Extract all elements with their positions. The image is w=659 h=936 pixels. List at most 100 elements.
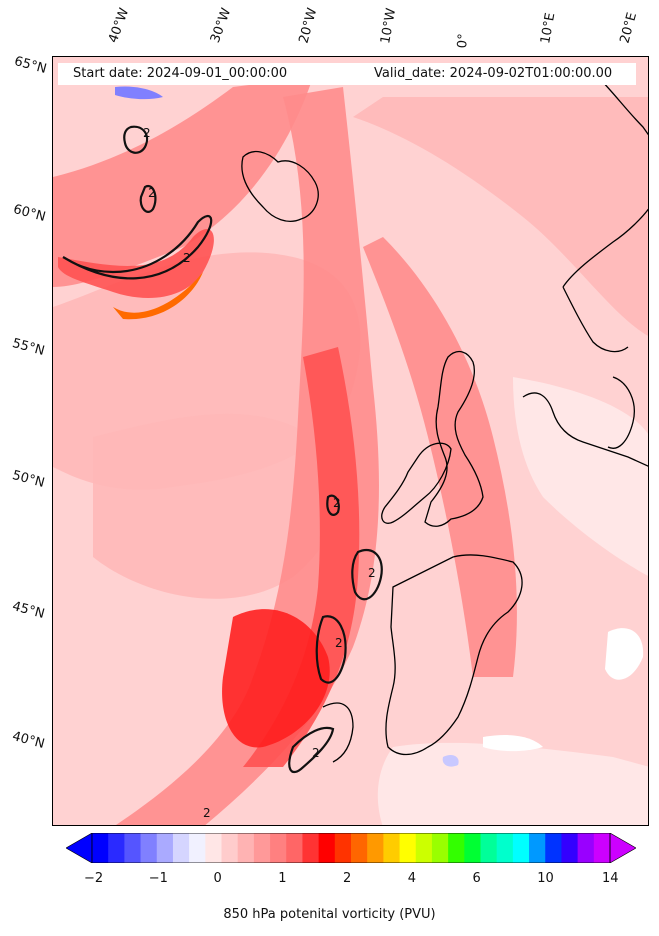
iceland-coast [241,150,319,222]
pv2-contour-label-4: 2 [368,566,376,580]
pv-region-white-patch-south [483,735,543,752]
pv-region-orange-peak [113,272,203,320]
pv-region-nordic-seas [353,97,648,336]
colorbar-swatch-6 [189,833,206,863]
ireland-coast [381,442,452,524]
header-bar [58,63,636,85]
colorbar-swatch-5 [172,833,190,863]
colorbar-swatch-9 [237,833,255,863]
pv2-contour-biscay [351,549,383,601]
colorbar-swatch-13 [302,833,320,863]
pv2-contour-label-6: 2 [333,496,341,510]
coastlines [241,76,648,763]
lon-label-10w: 10°W [378,7,400,46]
lat-label-50n: 50°N [10,468,47,491]
pv2-contour-south [288,726,335,774]
lon-label-0: 0° [455,32,472,49]
colorbar-swatch-8 [221,833,239,863]
pv2-contour-label-3: 2 [335,636,343,650]
colorbar-swatch-10 [253,833,271,863]
pv-region-negative-spot [442,754,459,767]
colorbar-swatch-16 [351,833,368,863]
lon-label-20w: 20°W [296,6,321,45]
colorbar-swatch-20 [415,833,433,863]
denmark-coast [607,376,635,449]
lat-label-45n: 45°N [10,599,47,622]
colorbar-swatch-17 [367,833,384,863]
pv-region-europe-pale [513,377,648,576]
pv-region-arc-core [58,229,214,298]
iberia-france-coast [385,554,523,756]
pv-field-map: 2 2 2 2 2 2 2 2 [53,57,648,825]
colorbar-tick-label: 6 [472,871,481,886]
colorbar-swatch-21 [431,833,449,863]
colorbar-tick-label: 1 [278,871,287,886]
pv-2-contours: 2 2 2 2 2 2 2 2 [62,125,383,820]
colorbar-swatch-30 [577,833,595,863]
colorbar-swatch-28 [545,833,562,863]
pv2-contour-label-1: 2 [143,126,151,140]
pv2-contour-label-0: 2 [183,251,191,265]
lat-label-60n: 60°N [11,202,48,225]
start-date-label: Start date: 2024-09-01_00:00:00 [73,66,288,81]
colorbar-swatch-29 [561,833,579,863]
colorbar-tick-label: 0 [213,871,222,886]
pv-region-band-peak [222,609,330,748]
colorbar-title: 850 hPa potenital vorticity (PVU) [223,907,436,922]
colorbar-swatch-24 [480,833,498,863]
north-sea-coast [522,392,648,467]
pv2-contour-label-5: 2 [312,746,320,760]
lon-label-40w: 40°W [105,6,133,45]
colorbar-min-arrow [66,833,93,863]
colorbar-swatch-14 [318,833,336,863]
norway-coast [562,208,648,353]
pv2-contour-loop-north [123,125,149,154]
pv-region-greenland-arc [53,77,313,287]
colorbar-swatch-23 [464,833,481,863]
pv-region-uk-channel [363,237,517,677]
colorbar-swatch-0 [92,833,109,863]
colorbar-swatch-19 [399,833,417,863]
great-britain-coast [424,350,484,527]
pv2-contour-band-north [326,494,340,516]
colorbar-swatch-11 [270,833,287,863]
pv2-contour-label-2: 2 [148,186,156,200]
pv-region-band-core [243,347,360,767]
colorbar-swatch-15 [334,833,352,863]
colorbar-swatch-22 [448,833,465,863]
colorbar-swatch-3 [140,833,158,863]
lon-label-20e: 20°E [617,10,641,46]
pv-region-negative-north [115,86,163,100]
colorbar-tick-label: 2 [343,871,352,886]
morocco-coast [322,702,354,763]
colorbar-swatch-2 [124,833,141,863]
colorbar-tick-label: 14 [602,871,619,886]
colorbar-swatch-18 [383,833,400,863]
pv2-contour-loop-small [139,184,157,213]
colorbar-swatch-4 [156,833,174,863]
colorbar-swatch-26 [512,833,530,863]
lon-label-30w: 30°W [207,6,235,45]
pv-shading [53,57,648,825]
colorbar-swatch-25 [496,833,514,863]
colorbar-max-arrow [609,833,636,863]
valid-date-label: Valid_date: 2024-09-02T01:00:00.00 [374,66,613,81]
colorbar-swatch-27 [529,833,546,863]
pv2-contour-arc [62,215,213,280]
colorbar [66,833,636,863]
pv2-contour-label-7: 2 [203,806,211,820]
colorbar-tick-label: −2 [84,871,104,886]
colorbar-swatch-12 [286,833,303,863]
lat-label-55n: 55°N [10,336,47,359]
lat-label-65n: 65°N [12,54,49,77]
pv2-contour-band [315,615,347,684]
colorbar-outline [91,833,611,863]
pv-region-central-atlantic [93,413,341,599]
colorbar-tick-label: 4 [407,871,417,886]
pv-region-white-patch-east [605,628,644,680]
colorbar-tick-label: −1 [148,871,168,886]
map-panel: 2 2 2 2 2 2 2 2 [52,56,649,826]
lat-label-40n: 40°N [10,729,47,752]
colorbar-tick-label: 10 [537,871,554,886]
colorbar-swatch-7 [205,833,222,863]
